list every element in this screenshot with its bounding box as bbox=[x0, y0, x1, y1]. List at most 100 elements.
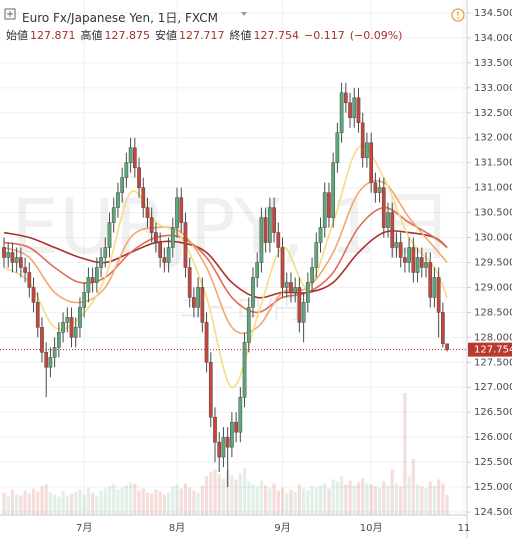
y-tick-label: 133.500 bbox=[474, 58, 512, 69]
ohlc-value: 127.754 bbox=[253, 29, 300, 42]
candle-body bbox=[221, 436, 226, 458]
volume-bar bbox=[369, 484, 373, 515]
candle-body bbox=[61, 322, 65, 333]
candle-body bbox=[217, 441, 222, 458]
volume-bar bbox=[268, 488, 272, 515]
candle-body bbox=[65, 317, 70, 323]
volume-bar bbox=[65, 495, 69, 515]
volume-bar bbox=[407, 476, 411, 515]
volume-bar bbox=[280, 487, 285, 515]
volume-bar bbox=[61, 490, 65, 515]
y-tick-label: 131.500 bbox=[474, 158, 512, 169]
candle-body bbox=[175, 197, 179, 228]
volume-bar bbox=[403, 393, 407, 515]
volume-bar bbox=[188, 487, 192, 515]
symbol-title: Euro Fx/Japanese Yen, 1日, FXCM bbox=[22, 11, 218, 25]
volume-bar bbox=[365, 483, 369, 515]
volume-bar bbox=[53, 494, 57, 515]
volume-bar bbox=[103, 488, 107, 515]
candle-body bbox=[365, 142, 369, 158]
candle-layer bbox=[0, 82, 467, 488]
candle-body bbox=[432, 277, 437, 298]
candle-body bbox=[411, 247, 416, 273]
candle-body bbox=[90, 277, 95, 283]
volume-bar bbox=[297, 484, 301, 515]
candle-body bbox=[6, 252, 11, 258]
y-tick-label: 130.000 bbox=[474, 233, 512, 244]
volume-bar bbox=[2, 492, 6, 515]
volume-bar bbox=[107, 486, 112, 515]
candle-body bbox=[73, 327, 78, 338]
volume-bar bbox=[40, 486, 44, 515]
volume-bar bbox=[441, 483, 445, 515]
volume-bar bbox=[6, 496, 10, 515]
candle-body bbox=[284, 282, 289, 288]
time-axis-bg bbox=[0, 515, 467, 538]
candle-body bbox=[415, 257, 420, 273]
volume-bar bbox=[314, 487, 318, 515]
y-tick-label: 131.000 bbox=[474, 183, 512, 194]
alert-icon[interactable] bbox=[451, 8, 465, 22]
volume-bar bbox=[437, 479, 441, 515]
icon-box bbox=[4, 8, 16, 20]
volume-bar bbox=[331, 479, 335, 515]
candle-body bbox=[348, 102, 352, 119]
candle-body bbox=[276, 232, 281, 248]
candle-body bbox=[280, 247, 285, 288]
y-tick-label: 124.500 bbox=[474, 507, 512, 518]
candle-body bbox=[99, 257, 103, 268]
volume-bar bbox=[293, 491, 297, 515]
volume-bar bbox=[348, 480, 352, 515]
candle-body bbox=[394, 242, 399, 248]
symbol-icon[interactable] bbox=[4, 8, 16, 20]
volume-bar bbox=[361, 478, 365, 515]
volume-bar bbox=[247, 481, 251, 515]
y-tick-label: 133.000 bbox=[474, 83, 512, 94]
candle-body bbox=[27, 272, 32, 288]
x-tick-label: 10月 bbox=[360, 522, 383, 534]
volume-bar bbox=[204, 476, 209, 515]
volume-bar bbox=[78, 489, 82, 515]
volume-bar bbox=[116, 489, 120, 515]
volume-bar bbox=[327, 488, 331, 515]
volume-bar bbox=[120, 487, 124, 515]
ohlc-value: 127.875 bbox=[104, 29, 151, 42]
y-tick-label: 134.000 bbox=[474, 33, 512, 44]
alert-circle bbox=[451, 8, 465, 22]
candle-body bbox=[31, 287, 36, 303]
candle-body bbox=[436, 277, 441, 313]
candle-body bbox=[428, 262, 433, 298]
candle-body bbox=[331, 162, 336, 218]
volume-bar bbox=[415, 484, 420, 515]
dropdown-arrow[interactable] bbox=[241, 12, 247, 16]
candle-body bbox=[314, 242, 319, 268]
candle-body bbox=[19, 257, 23, 268]
candle-body bbox=[441, 312, 445, 345]
candle-body bbox=[310, 267, 314, 283]
y-tick-label: 128.500 bbox=[474, 307, 512, 318]
candle-body bbox=[78, 307, 82, 328]
candle-body bbox=[225, 436, 230, 448]
candle-body bbox=[377, 187, 382, 193]
volume-bar bbox=[259, 480, 264, 515]
candle-body bbox=[390, 212, 395, 248]
x-tick-label: 11 bbox=[458, 523, 471, 534]
volume-bar bbox=[27, 493, 31, 515]
candle-body bbox=[305, 282, 310, 303]
volume-bar bbox=[420, 486, 424, 515]
candle-body bbox=[369, 142, 373, 183]
candle-body bbox=[103, 247, 108, 258]
candle-body bbox=[132, 147, 137, 168]
x-tick-label: 7月 bbox=[76, 522, 92, 534]
candle-body bbox=[116, 192, 120, 208]
candle-body bbox=[386, 212, 390, 228]
volume-bar bbox=[221, 478, 226, 515]
volume-bar bbox=[179, 488, 183, 515]
volume-bar bbox=[217, 474, 221, 515]
change: −0.117 bbox=[304, 29, 345, 42]
candle-body bbox=[69, 317, 74, 338]
ohlc-key: 終値 bbox=[229, 29, 252, 42]
candle-body bbox=[82, 292, 87, 308]
ohlc-value: 127.871 bbox=[30, 29, 76, 42]
volume-bar bbox=[82, 494, 86, 515]
